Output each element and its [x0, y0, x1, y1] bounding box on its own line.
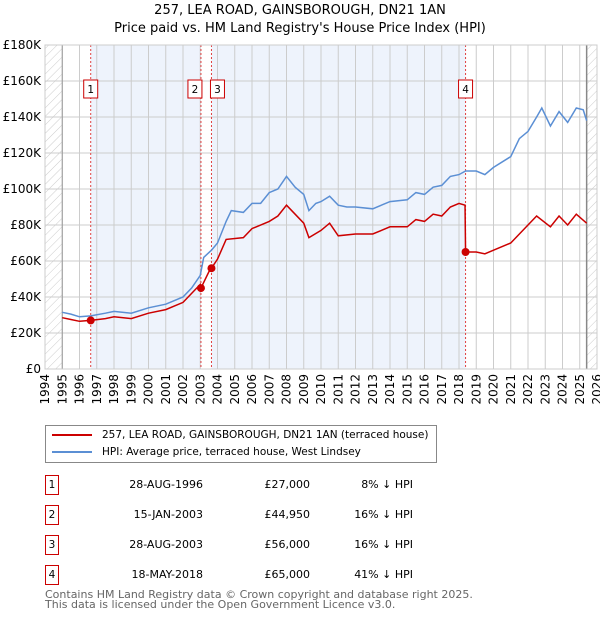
x-tick-label: 2016 — [418, 374, 432, 405]
sale-date: 15-JAN-2003 — [133, 508, 203, 521]
legend: 257, LEA ROAD, GAINSBOROUGH, DN21 1AN (t… — [45, 425, 437, 463]
x-tick-label: 1995 — [55, 374, 69, 405]
footer-line1: Contains HM Land Registry data © Crown c… — [45, 588, 473, 601]
sale-label-box — [83, 79, 99, 99]
x-tick-label: 2007 — [262, 374, 276, 405]
x-tick-label: 2000 — [142, 374, 156, 405]
x-tick-label: 2015 — [400, 374, 414, 405]
x-tick-label: 2009 — [297, 374, 311, 405]
transaction-row: 1 28-AUG-1996 £27,000 8% ↓ HPI — [45, 475, 445, 495]
sale-price: £44,950 — [264, 508, 311, 521]
transaction-row: 3 28-AUG-2003 £56,000 16% ↓ HPI — [45, 535, 445, 555]
sale-label-box — [458, 79, 474, 99]
sale-price: £56,000 — [264, 538, 311, 551]
y-tick-label: £180K — [3, 38, 43, 52]
x-tick-label: 2021 — [504, 374, 518, 405]
x-tick-label: 2011 — [331, 374, 345, 405]
y-tick-label: £0 — [26, 362, 41, 376]
sale-label: 1 — [87, 84, 94, 96]
x-tick-label: 1997 — [90, 374, 104, 405]
sale-marker-label: 2 — [45, 505, 59, 525]
x-tick-label: 2001 — [159, 374, 173, 405]
x-tick-label: 2004 — [211, 374, 225, 405]
shaded-period — [90, 45, 201, 369]
x-tick-label: 1994 — [38, 374, 52, 405]
x-tick-label: 2018 — [452, 374, 466, 405]
sale-date: 18-MAY-2018 — [131, 568, 203, 581]
sale-label: 3 — [214, 84, 221, 96]
transaction-row: 2 15-JAN-2003 £44,950 16% ↓ HPI — [45, 505, 445, 525]
chart-subtitle: Price paid vs. HM Land Registry's House … — [114, 21, 486, 36]
x-tick-label: 2002 — [176, 374, 190, 405]
sale-label: 4 — [462, 84, 469, 96]
sale-label-box — [209, 79, 225, 99]
plot-border — [44, 44, 598, 370]
x-tick-label: 2008 — [280, 374, 294, 405]
chart-title: 257, LEA ROAD, GAINSBOROUGH, DN21 1AN — [154, 3, 446, 18]
x-tick-label: 2026 — [590, 374, 600, 405]
x-tick-label: 2010 — [314, 374, 328, 405]
sale-date: 28-AUG-2003 — [129, 538, 203, 551]
y-tick-label: £140K — [3, 110, 43, 124]
sale-price: £65,000 — [264, 568, 311, 581]
sale-hpi-diff: 41% ↓ HPI — [354, 568, 413, 581]
y-tick-label: £100K — [3, 182, 43, 196]
series-line — [62, 202, 588, 323]
y-tick-label: £20K — [10, 326, 42, 340]
x-tick-label: 2019 — [469, 374, 483, 405]
y-tick-label: £120K — [3, 146, 43, 160]
x-tick-label: 2012 — [349, 374, 363, 405]
sale-hpi-diff: 16% ↓ HPI — [354, 508, 413, 521]
x-tick-label: 2024 — [556, 374, 570, 405]
sale-price: £27,000 — [264, 478, 311, 491]
sale-label-box — [187, 79, 203, 99]
price-chart: £0 £20K £40K £60K £80K £100K £120K £140K £160K £1… — [3, 38, 600, 405]
x-tick-label: 2023 — [538, 374, 552, 405]
x-tick-label: 2003 — [193, 374, 207, 405]
x-tick-label: 2006 — [245, 374, 259, 405]
x-tick-label: 2005 — [228, 374, 242, 405]
y-tick-label: £160K — [3, 74, 43, 88]
y-tick-label: £80K — [10, 218, 42, 232]
sale-point — [196, 284, 205, 293]
footer: Contains HM Land Registry data © Crown c… — [45, 588, 473, 611]
series-line — [62, 106, 588, 318]
hatched-region-left — [45, 45, 63, 369]
legend-blue-line — [52, 451, 92, 453]
x-tick-label: 2013 — [366, 374, 380, 405]
sale-date: 28-AUG-1996 — [129, 478, 203, 491]
legend-red-line — [52, 434, 92, 436]
sale-label: 2 — [192, 84, 199, 96]
x-tick-label: 2025 — [573, 374, 587, 405]
x-tick-label: 1999 — [124, 374, 138, 405]
hatched-region-right — [586, 45, 597, 369]
transaction-row: 4 18-MAY-2018 £65,000 41% ↓ HPI — [45, 565, 445, 585]
x-tick-label: 2017 — [435, 374, 449, 405]
sale-marker-label: 3 — [45, 535, 59, 555]
sale-point — [207, 264, 216, 273]
sale-hpi-diff: 8% ↓ HPI — [361, 478, 413, 491]
x-tick-label: 1998 — [107, 374, 121, 405]
sale-hpi-diff: 16% ↓ HPI — [354, 538, 413, 551]
y-tick-label: £60K — [10, 254, 42, 268]
sale-marker-label: 4 — [45, 565, 59, 585]
sale-point — [86, 316, 95, 325]
x-tick-label: 1996 — [73, 374, 87, 405]
x-tick-label: 2020 — [487, 374, 501, 405]
sale-point — [461, 248, 470, 256]
footer-line2: This data is licensed under the Open Gov… — [45, 598, 396, 611]
legend-hpi: HPI: Average price, terraced house, West… — [102, 446, 361, 458]
x-tick-label: 2014 — [383, 374, 397, 405]
legend-property: 257, LEA ROAD, GAINSBOROUGH, DN21 1AN (t… — [102, 429, 429, 441]
sale-marker-label: 1 — [45, 475, 59, 495]
x-tick-label: 2022 — [521, 374, 535, 405]
y-tick-label: £40K — [10, 290, 42, 304]
